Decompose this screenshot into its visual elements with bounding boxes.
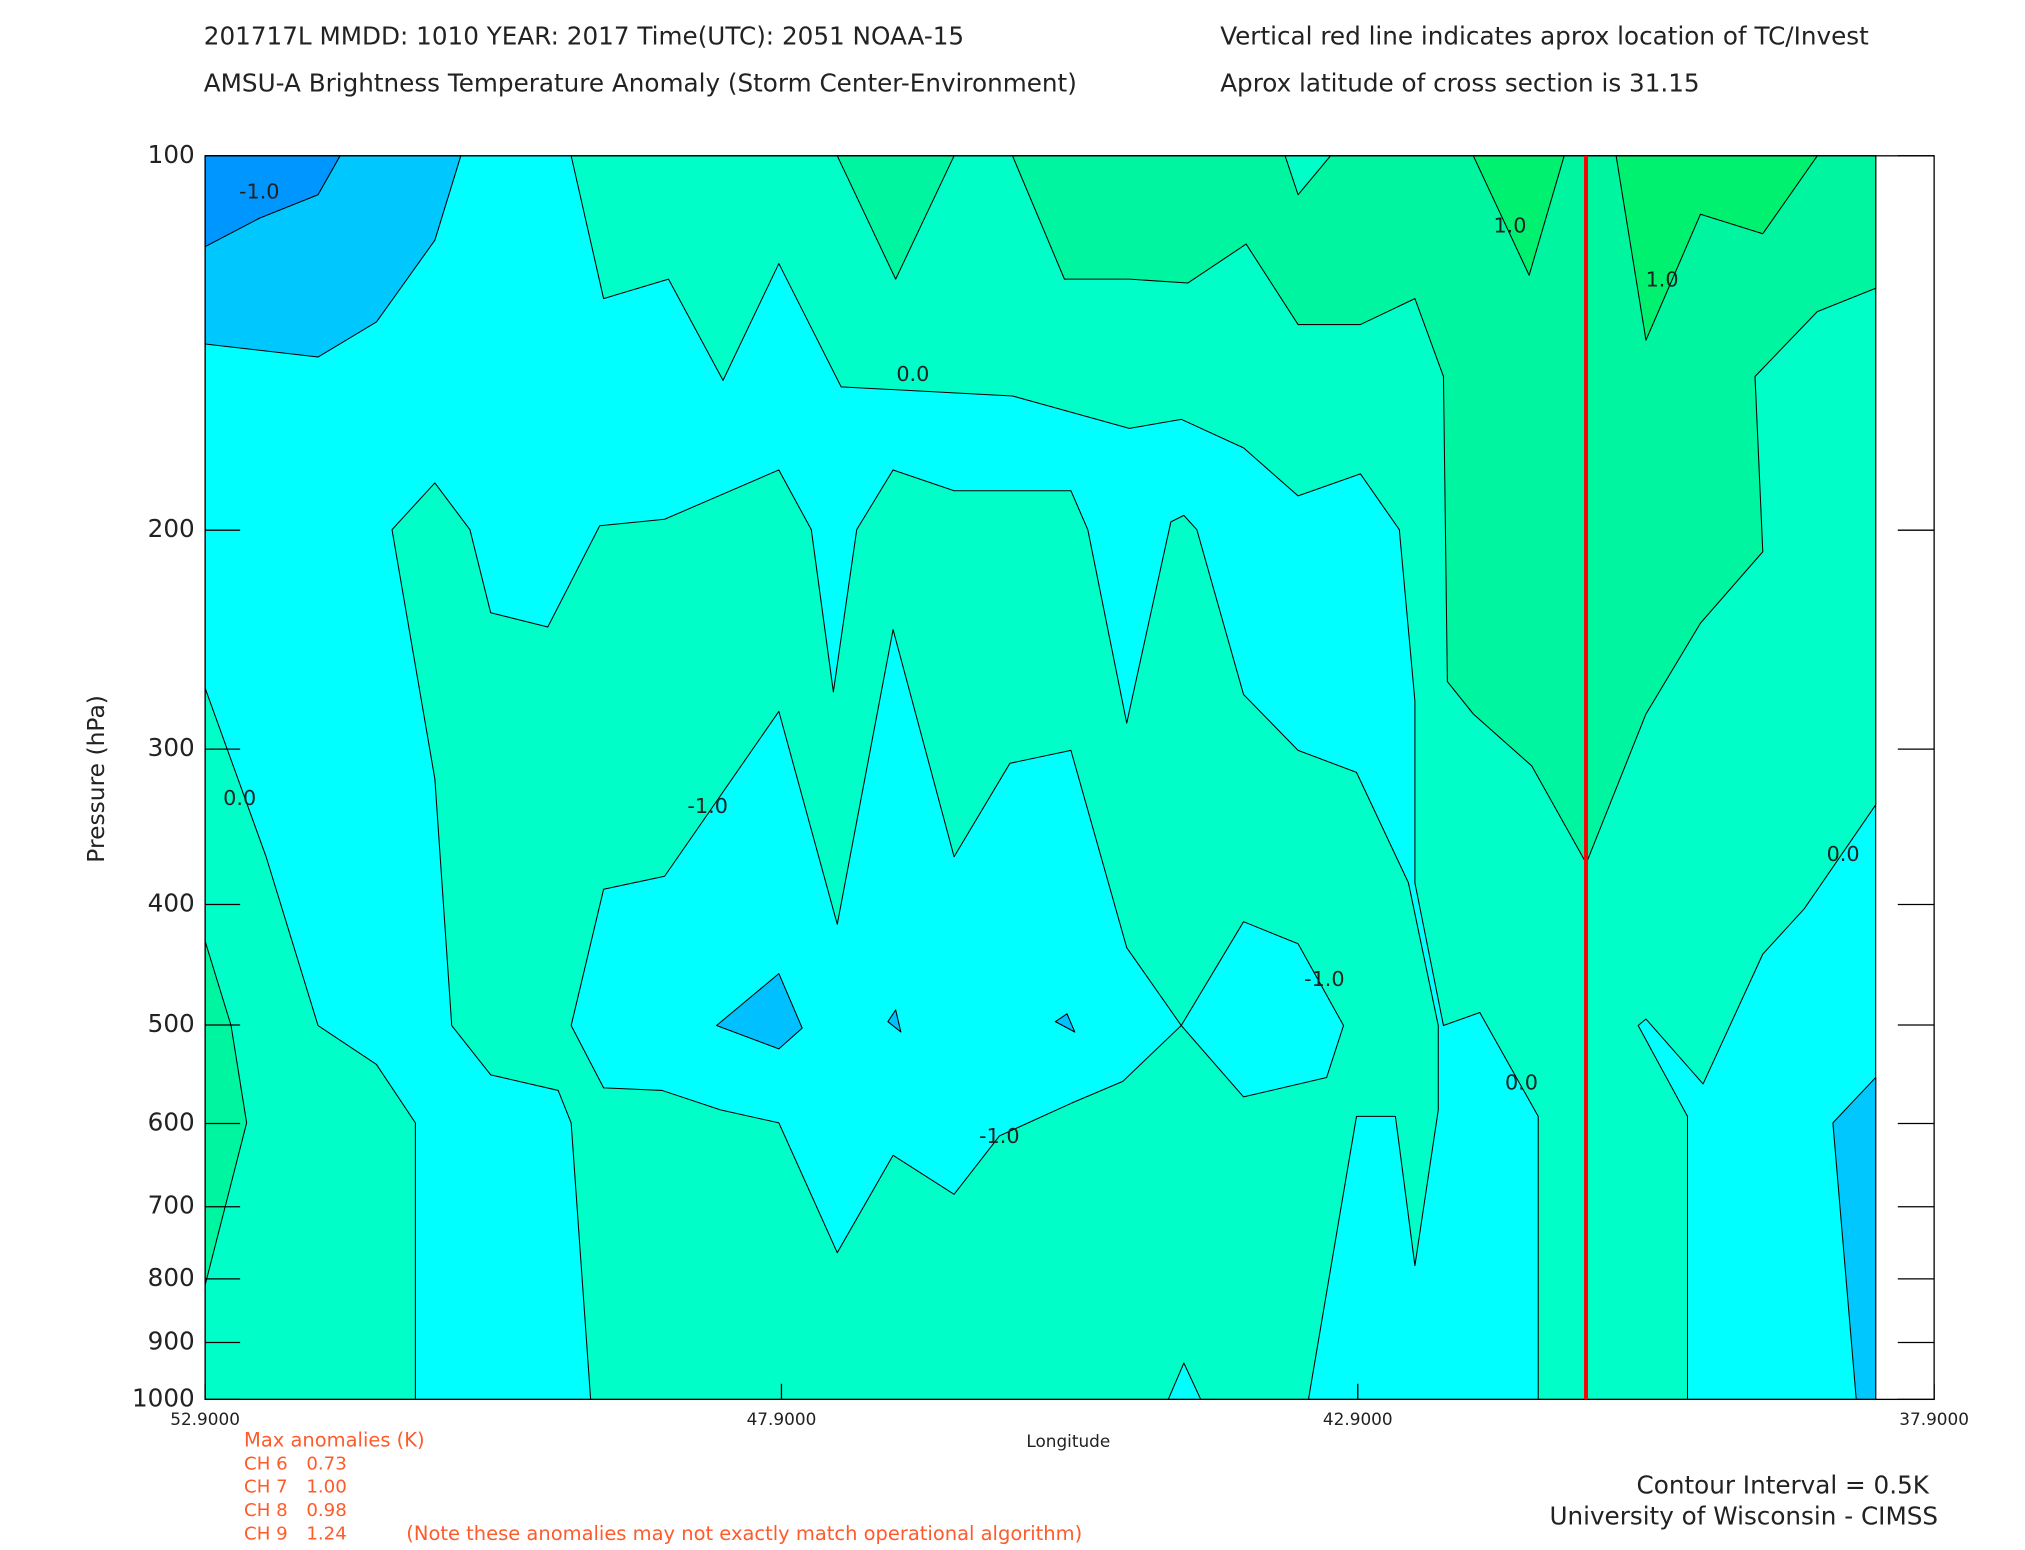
y-tick-label: 600 <box>148 1107 195 1136</box>
contour-label: -1.0 <box>239 179 280 203</box>
plot-frame <box>204 155 1935 1401</box>
note: (Note these anomalies may not exactly ma… <box>406 1522 1082 1545</box>
contour-fill <box>570 629 1182 1254</box>
credit: University of Wisconsin - CIMSS <box>1549 1502 1938 1531</box>
channel-value: 1.00 <box>306 1477 346 1498</box>
channel-name: CH 9 <box>244 1523 288 1544</box>
contour-label: -1.0 <box>687 794 728 818</box>
contour-interval: Contour Interval = 0.5K <box>1637 1470 1930 1499</box>
channel-value: 0.73 <box>306 1453 346 1474</box>
contour-fill <box>887 1009 902 1033</box>
info-line: Vertical red line indicates aprox locati… <box>1220 22 1869 51</box>
contour-label: 0.0 <box>1505 1070 1538 1094</box>
contour-field <box>204 155 1877 1400</box>
y-tick-label: 500 <box>148 1009 195 1038</box>
x-axis-label: Longitude <box>1026 1431 1110 1451</box>
y-tick-label: 1000 <box>132 1383 195 1412</box>
contour-label: -1.0 <box>1304 967 1345 991</box>
channel-name: CH 6 <box>244 1453 288 1474</box>
x-tick-label: 42.9000 <box>1323 1409 1393 1429</box>
y-tick-label: 800 <box>148 1263 195 1292</box>
anomalies-title: Max anomalies (K) <box>244 1428 425 1451</box>
y-tick-label: 700 <box>148 1191 195 1220</box>
channel-value: 1.24 <box>306 1523 346 1544</box>
channel-value: 0.98 <box>306 1500 346 1521</box>
x-tick-label: 37.9000 <box>1899 1409 1969 1429</box>
title-line: 201717L MMDD: 1010 YEAR: 2017 Time(UTC):… <box>204 22 964 51</box>
y-tick-label: 200 <box>148 514 195 543</box>
title-line: AMSU-A Brightness Temperature Anomaly (S… <box>204 68 1077 97</box>
contour-fill <box>716 973 803 1050</box>
info-line: Aprox latitude of cross section is 31.15 <box>1220 68 1699 97</box>
contour-fill <box>1054 1013 1076 1033</box>
contour-label: 0.0 <box>896 362 929 386</box>
channel-name: CH 8 <box>244 1500 288 1521</box>
contour-label: 1.0 <box>1493 214 1526 238</box>
y-tick-label: 300 <box>148 733 195 762</box>
y-tick-label: 400 <box>148 889 195 918</box>
contour-fill <box>1011 155 1877 864</box>
contour-fill <box>1180 921 1345 1098</box>
contour-label: 1.0 <box>1646 268 1679 292</box>
channel-name: CH 7 <box>244 1477 288 1498</box>
contour-label: -1.0 <box>979 1124 1020 1148</box>
contour-label: 0.0 <box>1827 842 1860 866</box>
contour-label: 0.0 <box>223 786 256 810</box>
y-tick-label: 900 <box>148 1326 195 1355</box>
x-tick-label: 52.9000 <box>170 1409 240 1429</box>
x-tick-label: 47.9000 <box>747 1409 817 1429</box>
y-tick-label: 100 <box>148 140 195 169</box>
y-axis-label: Pressure (hPa) <box>82 695 110 863</box>
